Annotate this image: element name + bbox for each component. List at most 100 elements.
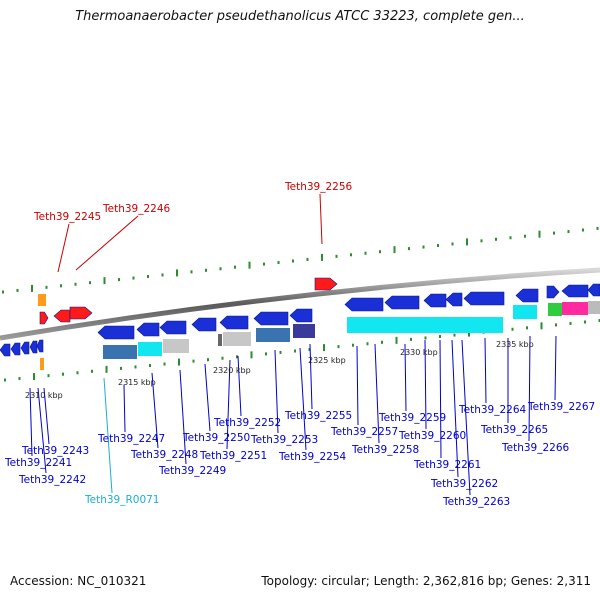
tick-mark [294,349,296,353]
leader-line [528,335,531,442]
gene-label-lower: Teth39_2263 [442,496,510,508]
gene-arrow [97,325,135,340]
tick-mark [105,365,108,373]
scale-label: 2330 kbp [400,348,438,357]
tick-mark [480,239,483,243]
tick-mark [279,350,282,354]
tick-mark [395,336,398,344]
tick-mark [91,369,93,373]
gene-label-upper: Teth39_2256 [284,181,353,193]
tick-mark [437,244,439,247]
gene-arrow [191,317,217,332]
leader-line [439,339,442,459]
leader-line [37,387,47,474]
tick-mark [308,348,311,352]
tick-mark [103,277,106,285]
genome-summary-text: Topology: circular; Length: 2,362,816 bp… [261,574,591,588]
leader-line [226,359,231,450]
tick-mark [439,335,441,338]
leader-line [484,337,487,404]
gene-label-lower: Teth39_2257 [330,426,398,438]
tick-mark [16,288,19,292]
gene-box [513,305,537,319]
genome-backbone [0,267,600,341]
tick-mark [60,284,62,288]
leader-line [103,377,113,494]
tick-mark [495,237,497,241]
gene-box [103,345,137,359]
gene-arrow [515,288,539,303]
gene-arrow [463,291,505,306]
tick-mark [234,265,236,269]
gene-label-lower: Teth39_2250 [182,432,250,444]
gene-arrow [587,283,600,297]
gene-label-lower: Teth39_2262 [430,478,498,490]
scale-label: 2310 kbp [25,391,63,400]
leader-line [356,345,359,426]
tick-mark [323,344,325,352]
gene-arrow [136,322,160,337]
gene-box [163,339,189,353]
tick-mark [569,321,572,325]
tick-mark [598,319,600,323]
tick-mark [584,320,586,324]
tick-mark [178,358,180,366]
gene-arrow [29,340,38,354]
tick-mark [466,238,468,246]
gene-label-upper: Teth39_2246 [102,203,171,215]
tick-mark [190,270,193,274]
gene-label-lower: Teth39_2260 [398,430,466,442]
tick-mark [379,250,381,254]
tick-mark [47,374,50,378]
tick-mark [18,377,21,381]
accession-text: Accession: NC_010321 [10,574,147,588]
tick-mark [381,340,383,344]
gene-label-lower: Teth39_2243 [21,445,89,457]
leader-line [75,215,139,271]
tick-mark [31,284,33,292]
gene-arrow [159,320,187,335]
gene-label-lower: Teth39_2258 [351,444,419,456]
tick-mark [567,230,570,234]
tick-mark [524,234,526,238]
scale-label: 2325 kbp [308,356,346,365]
gene-label-lower: Teth39_2254 [278,451,347,463]
leader-line [151,372,159,449]
tick-mark [161,273,164,277]
tick-mark [337,345,340,349]
gene-label-lower: Teth39_2264 [458,404,527,416]
tick-mark [192,359,195,363]
gene-label-lower: Teth39_2249 [158,465,226,477]
leader-line [319,193,323,245]
tick-mark [250,351,253,359]
gene-label-lower: Teth39_2248 [130,449,198,461]
tick-mark [410,337,412,341]
leader-line [123,384,126,433]
tick-mark [45,285,48,289]
genome-title: Thermoanaerobacter pseudethanolicus ATCC… [75,9,525,24]
tick-mark [221,356,224,360]
leader-line [237,355,242,417]
gene-arrow [445,292,463,307]
tick-mark [451,242,454,246]
tick-mark [408,247,410,251]
gene-box [347,317,503,333]
tick-mark [306,257,309,261]
tick-mark [176,269,178,277]
tick-mark [511,327,514,331]
tick-mark [134,365,137,369]
tick-mark [366,342,369,346]
leader-line [461,339,471,496]
tick-mark [149,364,151,367]
scale-label: 2335 kbp [496,340,534,349]
tick-mark [263,262,265,266]
tick-mark [33,373,35,381]
leader-line [179,369,187,465]
gene-arrow-red [53,309,71,323]
leader-line [554,335,557,401]
tick-mark [248,261,251,269]
gene-box [256,328,290,342]
tick-mark [553,231,555,235]
